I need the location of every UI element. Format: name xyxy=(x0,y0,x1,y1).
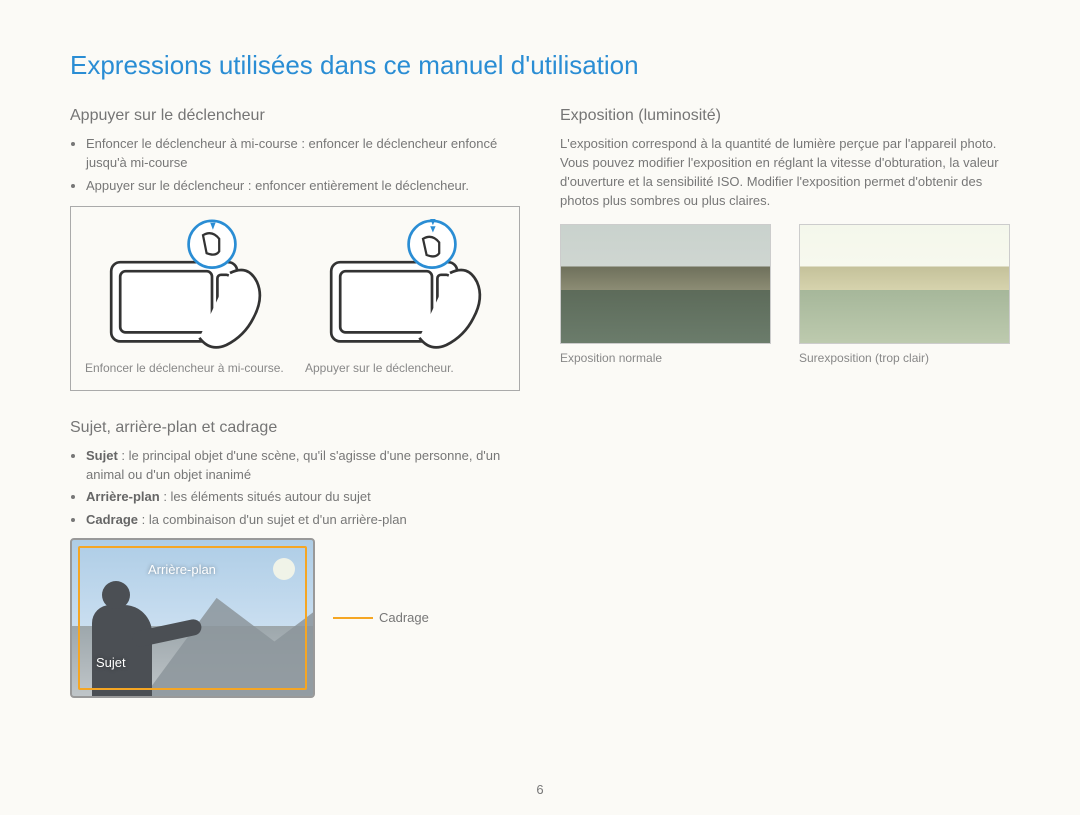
exposure-over-cell: Surexposition (trop clair) xyxy=(799,224,1010,366)
shutter-caption-left: Enfoncer le déclencheur à mi-course. xyxy=(85,360,285,376)
page-number: 6 xyxy=(536,782,543,797)
exposure-normal-cell: Exposition normale xyxy=(560,224,771,366)
shutter-caption-right: Appuyer sur le déclencheur. xyxy=(305,360,505,376)
cadrage-label: Cadrage xyxy=(379,610,429,625)
left-column: Appuyer sur le déclencheur Enfoncer le d… xyxy=(70,107,520,698)
framing-illustration-wrap: Arrière-plan Sujet Cadrage xyxy=(70,538,520,698)
framing-section: Sujet, arrière-plan et cadrage Sujet : l… xyxy=(70,419,520,698)
shutter-diagram-right-cell: Appuyer sur le déclencheur. xyxy=(305,219,505,376)
shutter-bullets: Enfoncer le déclencheur à mi-course : en… xyxy=(70,135,520,196)
right-column: Exposition (luminosité) L'exposition cor… xyxy=(560,107,1010,698)
shutter-full-press-illustration xyxy=(305,219,505,354)
sujet-label: Sujet xyxy=(96,655,126,670)
shutter-half-press-illustration xyxy=(85,219,285,354)
page-title: Expressions utilisées dans ce manuel d'u… xyxy=(70,50,1010,81)
framing-bullets: Sujet : le principal objet d'une scène, … xyxy=(70,447,520,530)
exposure-caption-right: Surexposition (trop clair) xyxy=(799,350,1010,366)
shutter-bullet-2: Appuyer sur le déclencheur : enfoncer en… xyxy=(86,177,520,196)
exposure-heading: Exposition (luminosité) xyxy=(560,107,1010,125)
exposure-caption-left: Exposition normale xyxy=(560,350,771,366)
framing-bullet-sujet: Sujet : le principal objet d'une scène, … xyxy=(86,447,520,485)
framing-heading: Sujet, arrière-plan et cadrage xyxy=(70,419,520,437)
shutter-bullet-1: Enfoncer le déclencheur à mi-course : en… xyxy=(86,135,520,173)
exposure-paragraph: L'exposition correspond à la quantité de… xyxy=(560,135,1010,210)
framing-illustration: Arrière-plan Sujet xyxy=(70,538,315,698)
def-sujet: : le principal objet d'une scène, qu'il … xyxy=(86,448,500,482)
exposure-over-photo xyxy=(799,224,1010,344)
term-cadrage: Cadrage xyxy=(86,512,138,527)
def-cadrage: : la combinaison d'un sujet et d'un arri… xyxy=(138,512,407,527)
def-arriereplan: : les éléments situés autour du sujet xyxy=(160,489,371,504)
arriere-plan-label: Arrière-plan xyxy=(148,562,216,577)
exposure-normal-photo xyxy=(560,224,771,344)
framing-bullet-cadrage: Cadrage : la combinaison d'un sujet et d… xyxy=(86,511,520,530)
exposure-photo-row: Exposition normale Surexposition (trop c… xyxy=(560,224,1010,366)
cadrage-line-icon xyxy=(333,617,373,619)
cadrage-callout: Cadrage xyxy=(333,609,429,627)
term-sujet: Sujet xyxy=(86,448,118,463)
shutter-diagram-box: Enfoncer le déclencheur à mi-course. xyxy=(70,206,520,391)
term-arriereplan: Arrière-plan xyxy=(86,489,160,504)
shutter-heading: Appuyer sur le déclencheur xyxy=(70,107,520,125)
content-columns: Appuyer sur le déclencheur Enfoncer le d… xyxy=(70,107,1010,698)
shutter-diagram-left-cell: Enfoncer le déclencheur à mi-course. xyxy=(85,219,285,376)
framing-bullet-arriereplan: Arrière-plan : les éléments situés autou… xyxy=(86,488,520,507)
